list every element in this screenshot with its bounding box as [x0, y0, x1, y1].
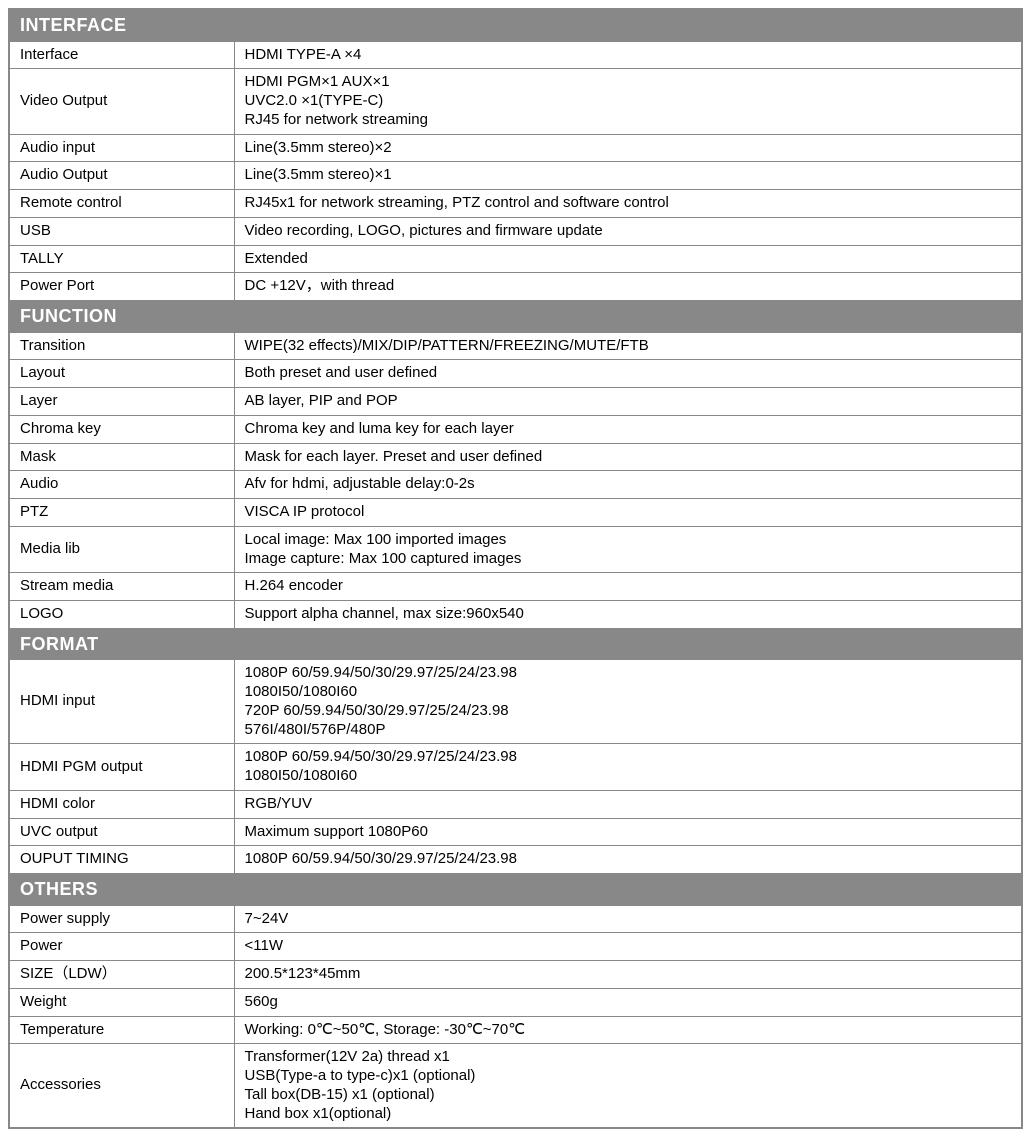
spec-label: Layer	[9, 388, 234, 416]
section-title: FUNCTION	[9, 301, 1022, 333]
spec-value: 1080P 60/59.94/50/30/29.97/25/24/23.98 1…	[234, 744, 1022, 791]
spec-value: Video recording, LOGO, pictures and firm…	[234, 217, 1022, 245]
spec-label: HDMI color	[9, 790, 234, 818]
table-row: TALLYExtended	[9, 245, 1022, 273]
spec-value: Mask for each layer. Preset and user def…	[234, 443, 1022, 471]
spec-value: 200.5*123*45mm	[234, 961, 1022, 989]
spec-value: Transformer(12V 2a) thread x1 USB(Type-a…	[234, 1044, 1022, 1129]
spec-label: OUPUT TIMING	[9, 846, 234, 874]
spec-value: 560g	[234, 988, 1022, 1016]
table-row: Video OutputHDMI PGM×1 AUX×1 UVC2.0 ×1(T…	[9, 69, 1022, 134]
spec-value: DC +12V，with thread	[234, 273, 1022, 301]
spec-label: Media lib	[9, 526, 234, 573]
table-row: LayerAB layer, PIP and POP	[9, 388, 1022, 416]
spec-value: Chroma key and luma key for each layer	[234, 415, 1022, 443]
spec-label: Mask	[9, 443, 234, 471]
spec-label: USB	[9, 217, 234, 245]
table-row: AccessoriesTransformer(12V 2a) thread x1…	[9, 1044, 1022, 1129]
spec-value: HDMI TYPE-A ×4	[234, 41, 1022, 69]
spec-value: WIPE(32 effects)/MIX/DIP/PATTERN/FREEZIN…	[234, 332, 1022, 360]
spec-label: Audio input	[9, 134, 234, 162]
table-row: Stream mediaH.264 encoder	[9, 573, 1022, 601]
spec-value: 1080P 60/59.94/50/30/29.97/25/24/23.98	[234, 846, 1022, 874]
table-row: UVC outputMaximum support 1080P60	[9, 818, 1022, 846]
table-row: Remote controlRJ45x1 for network streami…	[9, 190, 1022, 218]
spec-value: VISCA IP protocol	[234, 499, 1022, 527]
spec-label: Power	[9, 933, 234, 961]
spec-value: Maximum support 1080P60	[234, 818, 1022, 846]
spec-label: LOGO	[9, 601, 234, 629]
section-header: INTERFACE	[9, 9, 1022, 41]
spec-value: Working: 0℃~50℃, Storage: -30℃~70℃	[234, 1016, 1022, 1044]
table-row: TemperatureWorking: 0℃~50℃, Storage: -30…	[9, 1016, 1022, 1044]
section-title: OTHERS	[9, 874, 1022, 906]
spec-label: HDMI PGM output	[9, 744, 234, 791]
spec-label: HDMI input	[9, 660, 234, 744]
table-row: Chroma keyChroma key and luma key for ea…	[9, 415, 1022, 443]
section-title: INTERFACE	[9, 9, 1022, 41]
table-row: LayoutBoth preset and user defined	[9, 360, 1022, 388]
table-row: HDMI colorRGB/YUV	[9, 790, 1022, 818]
spec-label: Weight	[9, 988, 234, 1016]
table-row: Power<11W	[9, 933, 1022, 961]
spec-value: Extended	[234, 245, 1022, 273]
table-row: Power PortDC +12V，with thread	[9, 273, 1022, 301]
table-row: AudioAfv for hdmi, adjustable delay:0-2s	[9, 471, 1022, 499]
spec-value: Afv for hdmi, adjustable delay:0-2s	[234, 471, 1022, 499]
spec-value: HDMI PGM×1 AUX×1 UVC2.0 ×1(TYPE-C) RJ45 …	[234, 69, 1022, 134]
spec-label: Video Output	[9, 69, 234, 134]
spec-label: Interface	[9, 41, 234, 69]
spec-value: 1080P 60/59.94/50/30/29.97/25/24/23.98 1…	[234, 660, 1022, 744]
spec-label: TALLY	[9, 245, 234, 273]
table-row: MaskMask for each layer. Preset and user…	[9, 443, 1022, 471]
spec-value: RGB/YUV	[234, 790, 1022, 818]
spec-value: Both preset and user defined	[234, 360, 1022, 388]
spec-table-body: INTERFACEInterfaceHDMI TYPE-A ×4Video Ou…	[9, 9, 1022, 1128]
table-row: Audio inputLine(3.5mm stereo)×2	[9, 134, 1022, 162]
section-header: FUNCTION	[9, 301, 1022, 333]
spec-value: AB layer, PIP and POP	[234, 388, 1022, 416]
spec-label: PTZ	[9, 499, 234, 527]
spec-label: Transition	[9, 332, 234, 360]
spec-label: Layout	[9, 360, 234, 388]
section-header: OTHERS	[9, 874, 1022, 906]
spec-value: Support alpha channel, max size:960x540	[234, 601, 1022, 629]
table-row: PTZVISCA IP protocol	[9, 499, 1022, 527]
spec-value: Line(3.5mm stereo)×1	[234, 162, 1022, 190]
table-row: USBVideo recording, LOGO, pictures and f…	[9, 217, 1022, 245]
spec-label: UVC output	[9, 818, 234, 846]
spec-value: RJ45x1 for network streaming, PTZ contro…	[234, 190, 1022, 218]
spec-value: Local image: Max 100 imported images Ima…	[234, 526, 1022, 573]
spec-value: H.264 encoder	[234, 573, 1022, 601]
table-row: Power supply7~24V	[9, 905, 1022, 933]
table-row: Media libLocal image: Max 100 imported i…	[9, 526, 1022, 573]
table-row: InterfaceHDMI TYPE-A ×4	[9, 41, 1022, 69]
spec-label: Power Port	[9, 273, 234, 301]
spec-value: Line(3.5mm stereo)×2	[234, 134, 1022, 162]
spec-label: Audio	[9, 471, 234, 499]
table-row: Weight560g	[9, 988, 1022, 1016]
table-row: OUPUT TIMING1080P 60/59.94/50/30/29.97/2…	[9, 846, 1022, 874]
spec-label: SIZE（LDW）	[9, 961, 234, 989]
table-row: Audio OutputLine(3.5mm stereo)×1	[9, 162, 1022, 190]
spec-label: Remote control	[9, 190, 234, 218]
spec-value: <11W	[234, 933, 1022, 961]
spec-label: Temperature	[9, 1016, 234, 1044]
spec-table: INTERFACEInterfaceHDMI TYPE-A ×4Video Ou…	[8, 8, 1023, 1129]
table-row: HDMI input1080P 60/59.94/50/30/29.97/25/…	[9, 660, 1022, 744]
spec-value: 7~24V	[234, 905, 1022, 933]
spec-label: Audio Output	[9, 162, 234, 190]
spec-label: Accessories	[9, 1044, 234, 1129]
table-row: LOGOSupport alpha channel, max size:960x…	[9, 601, 1022, 629]
table-row: TransitionWIPE(32 effects)/MIX/DIP/PATTE…	[9, 332, 1022, 360]
section-header: FORMAT	[9, 628, 1022, 660]
table-row: SIZE（LDW）200.5*123*45mm	[9, 961, 1022, 989]
table-row: HDMI PGM output1080P 60/59.94/50/30/29.9…	[9, 744, 1022, 791]
section-title: FORMAT	[9, 628, 1022, 660]
spec-label: Chroma key	[9, 415, 234, 443]
spec-label: Stream media	[9, 573, 234, 601]
spec-label: Power supply	[9, 905, 234, 933]
